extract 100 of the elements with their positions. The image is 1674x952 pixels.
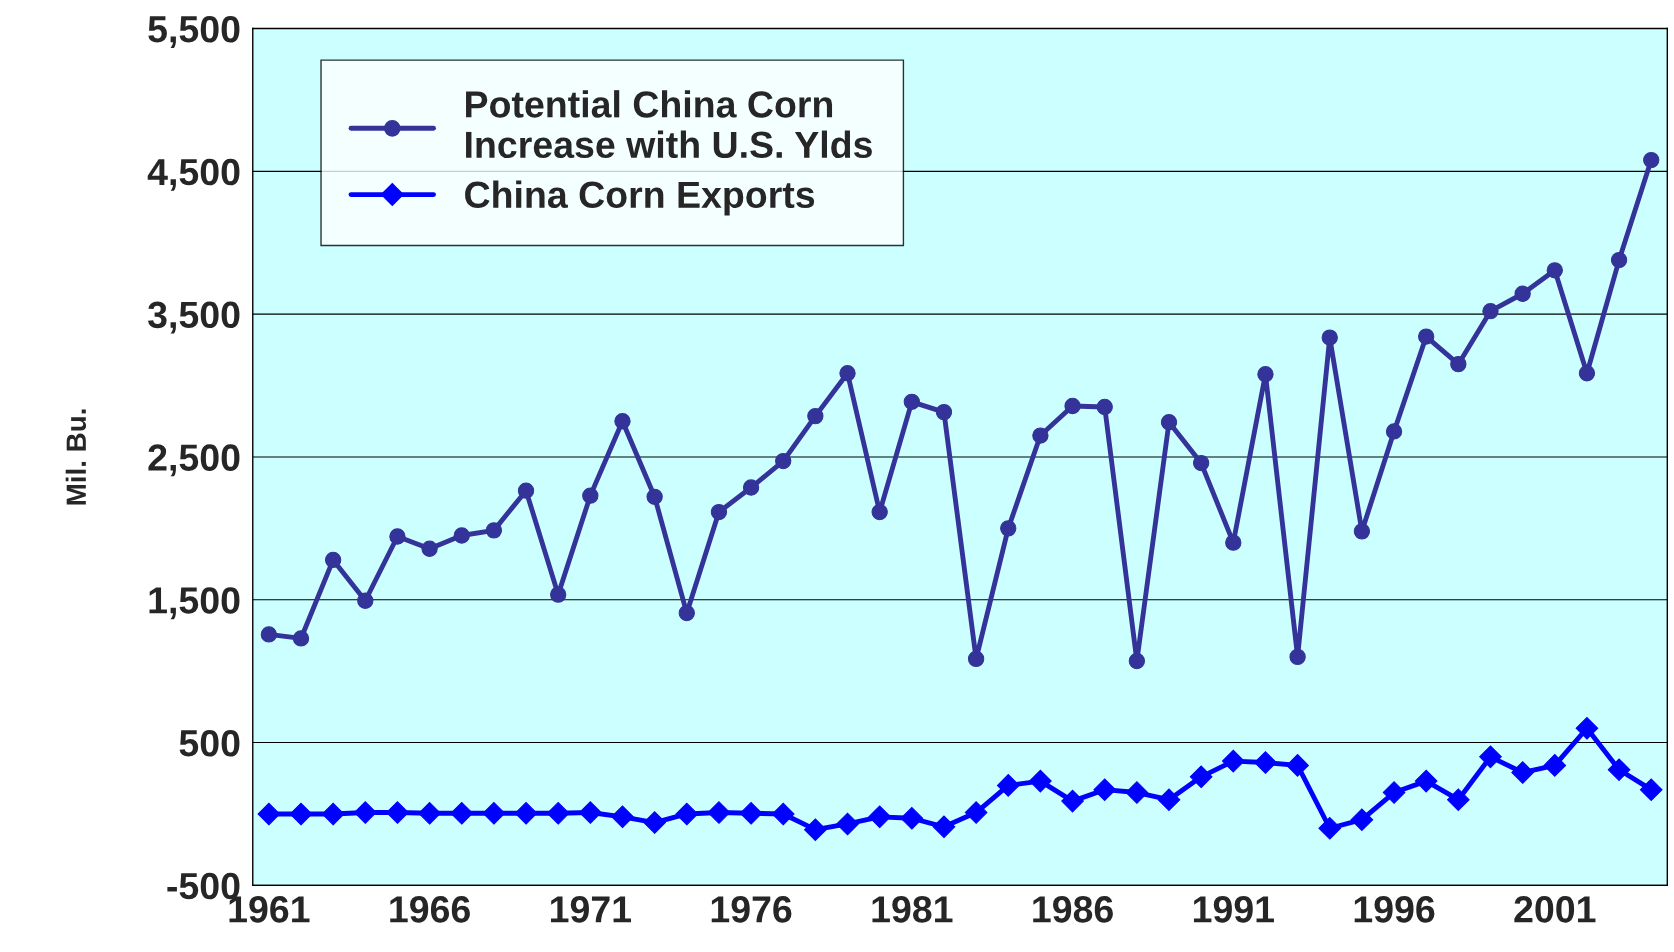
point (1318, 816, 1342, 840)
point (1289, 648, 1306, 666)
point (1192, 454, 1210, 472)
x-tick-label: 1986 (1033, 896, 1113, 923)
y-tick-label: 4,500 (147, 158, 240, 191)
point (646, 488, 663, 505)
point (775, 452, 792, 470)
point (517, 482, 535, 499)
point (964, 801, 988, 824)
point (643, 811, 666, 834)
y-tick-label: 3,500 (148, 301, 240, 334)
point (707, 801, 731, 824)
point (1639, 778, 1663, 802)
point (1511, 761, 1534, 784)
y-axis-title: Mil. Bu. (65, 409, 87, 505)
point (868, 805, 891, 829)
point (514, 801, 538, 825)
point (1125, 781, 1149, 804)
point (935, 403, 953, 421)
x-tick-label: 1991 (1193, 896, 1274, 923)
point (1032, 427, 1049, 444)
point (1578, 365, 1596, 382)
y-tick-label: 1,500 (149, 587, 240, 620)
x-tick-label: 1976 (711, 896, 792, 923)
point (418, 801, 441, 825)
point (482, 801, 506, 825)
point (675, 802, 699, 826)
point (1000, 520, 1017, 537)
point (1254, 751, 1277, 774)
point (932, 815, 956, 839)
point (1093, 778, 1117, 802)
point (1064, 397, 1081, 415)
point (836, 812, 859, 836)
point (1321, 329, 1338, 346)
point (1353, 523, 1371, 540)
point (450, 801, 474, 825)
point (871, 503, 888, 521)
point (1418, 328, 1435, 345)
point (582, 487, 599, 504)
x-tick-label: 1966 (390, 896, 470, 923)
point (1479, 745, 1502, 769)
point (1546, 262, 1563, 279)
point (1447, 788, 1470, 811)
point (389, 528, 406, 545)
point (386, 801, 409, 824)
point (1414, 769, 1438, 793)
point (739, 801, 763, 825)
point (1543, 754, 1567, 777)
x-tick-label: 2001 (1514, 896, 1596, 923)
point (421, 540, 438, 557)
point (485, 522, 503, 539)
y-tick-label: 2,500 (148, 444, 240, 477)
point (1482, 303, 1499, 320)
point (353, 801, 377, 824)
point (1221, 749, 1245, 773)
point (967, 650, 985, 668)
point (807, 407, 824, 425)
point (1189, 765, 1213, 789)
point (804, 818, 827, 841)
point (292, 630, 310, 647)
point (1061, 789, 1084, 813)
point (996, 774, 1020, 797)
point (321, 802, 345, 826)
point (260, 626, 278, 643)
point (903, 393, 920, 410)
point (710, 503, 728, 521)
point (839, 365, 856, 382)
x-tick-label: 1996 (1354, 896, 1435, 923)
point (1385, 423, 1403, 440)
point (900, 806, 924, 830)
point (742, 479, 760, 496)
point (1450, 355, 1467, 373)
point (614, 413, 631, 430)
point (1128, 652, 1146, 670)
point (1257, 366, 1274, 383)
point (1029, 769, 1052, 793)
point (1514, 285, 1531, 302)
x-tick-label: 1971 (550, 896, 631, 923)
point (357, 592, 374, 609)
point (1225, 534, 1242, 551)
x-tick-label: 1981 (872, 896, 953, 923)
point (611, 805, 634, 829)
point (771, 802, 795, 826)
point (678, 604, 695, 622)
point (1607, 758, 1631, 782)
point (1157, 788, 1181, 811)
legend-label: China Corn Exports (465, 180, 815, 216)
point (1382, 781, 1406, 804)
point (1575, 716, 1599, 740)
point (1643, 151, 1660, 169)
point (550, 586, 567, 603)
point (1096, 398, 1113, 416)
point (1160, 414, 1178, 431)
point (257, 802, 281, 826)
point (579, 801, 602, 824)
point (1610, 251, 1628, 269)
point (1286, 754, 1309, 777)
point (1350, 808, 1374, 831)
point (324, 551, 342, 569)
point (453, 527, 470, 544)
